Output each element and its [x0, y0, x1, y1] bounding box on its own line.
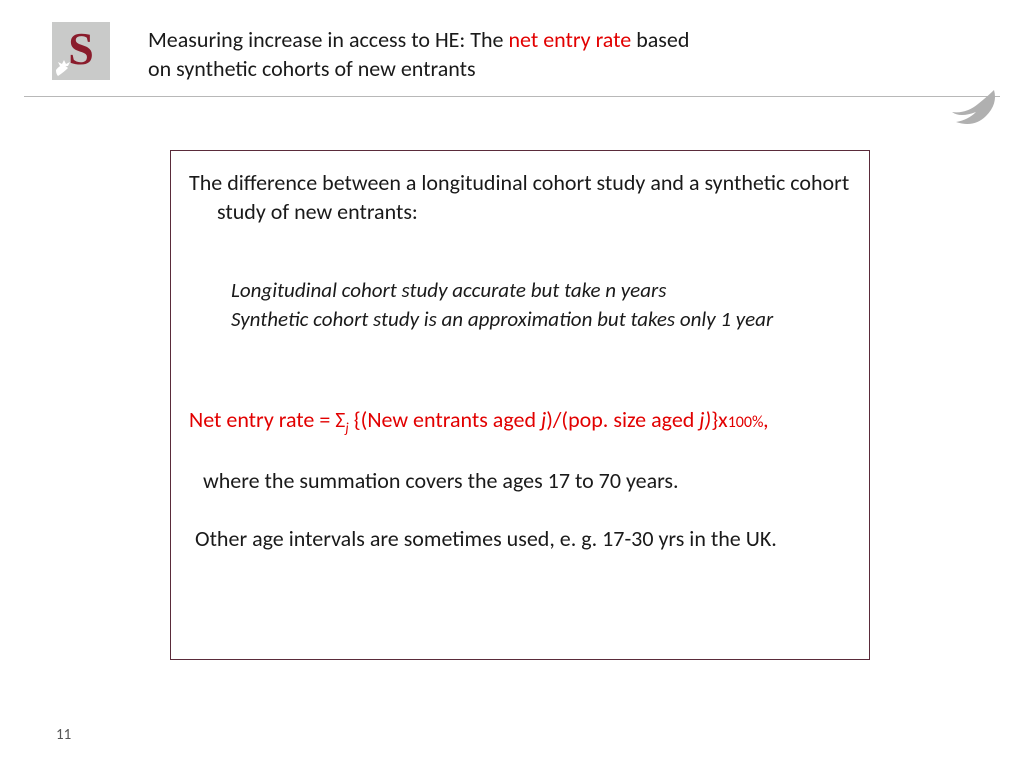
- formula-pct: 100%: [728, 413, 764, 432]
- formula-body3: }x: [711, 406, 727, 433]
- where-clause: where the summation covers the ages 17 t…: [189, 466, 851, 496]
- formula-comma: ,: [763, 406, 769, 433]
- slide-title: Measuring increase in access to HE: The …: [148, 26, 708, 83]
- slide: S Measuring increase in access to HE: Th…: [0, 0, 1024, 768]
- sigma-symbol: Σ: [335, 406, 345, 433]
- intro-text: The difference between a longitudinal co…: [189, 169, 851, 226]
- bullet-longitudinal: Longitudinal cohort study accurate but t…: [189, 276, 851, 304]
- header-rule: [24, 96, 1000, 97]
- slide-header: S Measuring increase in access to HE: Th…: [0, 24, 1024, 96]
- other-intervals: Other age intervals are sometimes used, …: [189, 524, 851, 554]
- page-number: 11: [56, 726, 71, 744]
- formula-label: Net entry rate =: [189, 406, 335, 433]
- title-highlight: net entry rate: [508, 26, 631, 53]
- university-logo: S: [52, 22, 110, 80]
- title-part1: Measuring increase in access to HE: The: [148, 26, 508, 53]
- formula-body1: {(New entrants aged: [349, 406, 541, 433]
- bullet-synthetic: Synthetic cohort study is an approximati…: [189, 305, 851, 333]
- formula-j2: j): [699, 406, 711, 433]
- net-entry-rate-formula: Net entry rate = Σj {(New entrants aged …: [189, 405, 851, 438]
- feather-icon: [944, 82, 1000, 138]
- svg-text:S: S: [68, 23, 94, 74]
- formula-body2: )/(pop. size aged: [546, 406, 699, 433]
- content-box: The difference between a longitudinal co…: [170, 150, 870, 660]
